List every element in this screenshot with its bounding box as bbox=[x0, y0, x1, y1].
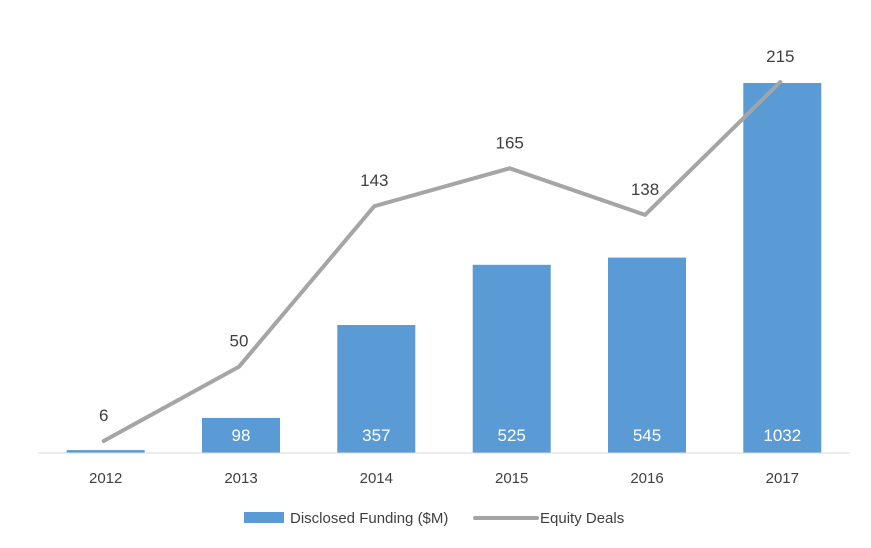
line-label-2015: 165 bbox=[496, 133, 524, 152]
bar-2012 bbox=[66, 450, 145, 453]
ticks-layer: 2012 2013 2014 2015 2016 2017 bbox=[89, 470, 799, 487]
line-label-2013: 50 bbox=[230, 332, 249, 351]
x-tick-2016: 2016 bbox=[630, 470, 663, 487]
x-tick-2013: 2013 bbox=[224, 470, 257, 487]
x-tick-2012: 2012 bbox=[89, 470, 122, 487]
bar-2014 bbox=[337, 325, 416, 453]
line-label-2012: 6 bbox=[99, 406, 108, 425]
line-layer bbox=[101, 80, 783, 443]
bar-label-2014: 357 bbox=[362, 426, 390, 445]
bars-layer bbox=[66, 83, 822, 453]
bar-label-2015: 525 bbox=[498, 426, 526, 445]
legend-label-equity-deals: Equity Deals bbox=[540, 510, 624, 527]
x-tick-2017: 2017 bbox=[766, 470, 799, 487]
line-label-2014: 143 bbox=[360, 171, 388, 190]
line-label-2017: 215 bbox=[766, 47, 794, 66]
legend-label-disclosed-funding: Disclosed Funding ($M) bbox=[290, 510, 448, 527]
x-tick-2014: 2014 bbox=[360, 470, 393, 487]
x-tick-2015: 2015 bbox=[495, 470, 528, 487]
labels-layer: 98 357 525 545 1032 6 50 143 165 138 215 bbox=[99, 47, 801, 445]
bar-2013 bbox=[202, 417, 280, 453]
bar-2017 bbox=[743, 83, 822, 453]
bar-label-2016: 545 bbox=[633, 426, 661, 445]
bar-label-2017: 1032 bbox=[763, 426, 801, 445]
legend-swatch-disclosed-funding bbox=[244, 512, 284, 523]
bar-2015 bbox=[472, 264, 551, 453]
equity-deals-line bbox=[101, 80, 783, 443]
legend: Disclosed Funding ($M) Equity Deals bbox=[244, 510, 624, 527]
bar-2016 bbox=[608, 257, 686, 453]
bar-label-2013: 98 bbox=[232, 426, 251, 445]
line-label-2016: 138 bbox=[631, 180, 659, 199]
